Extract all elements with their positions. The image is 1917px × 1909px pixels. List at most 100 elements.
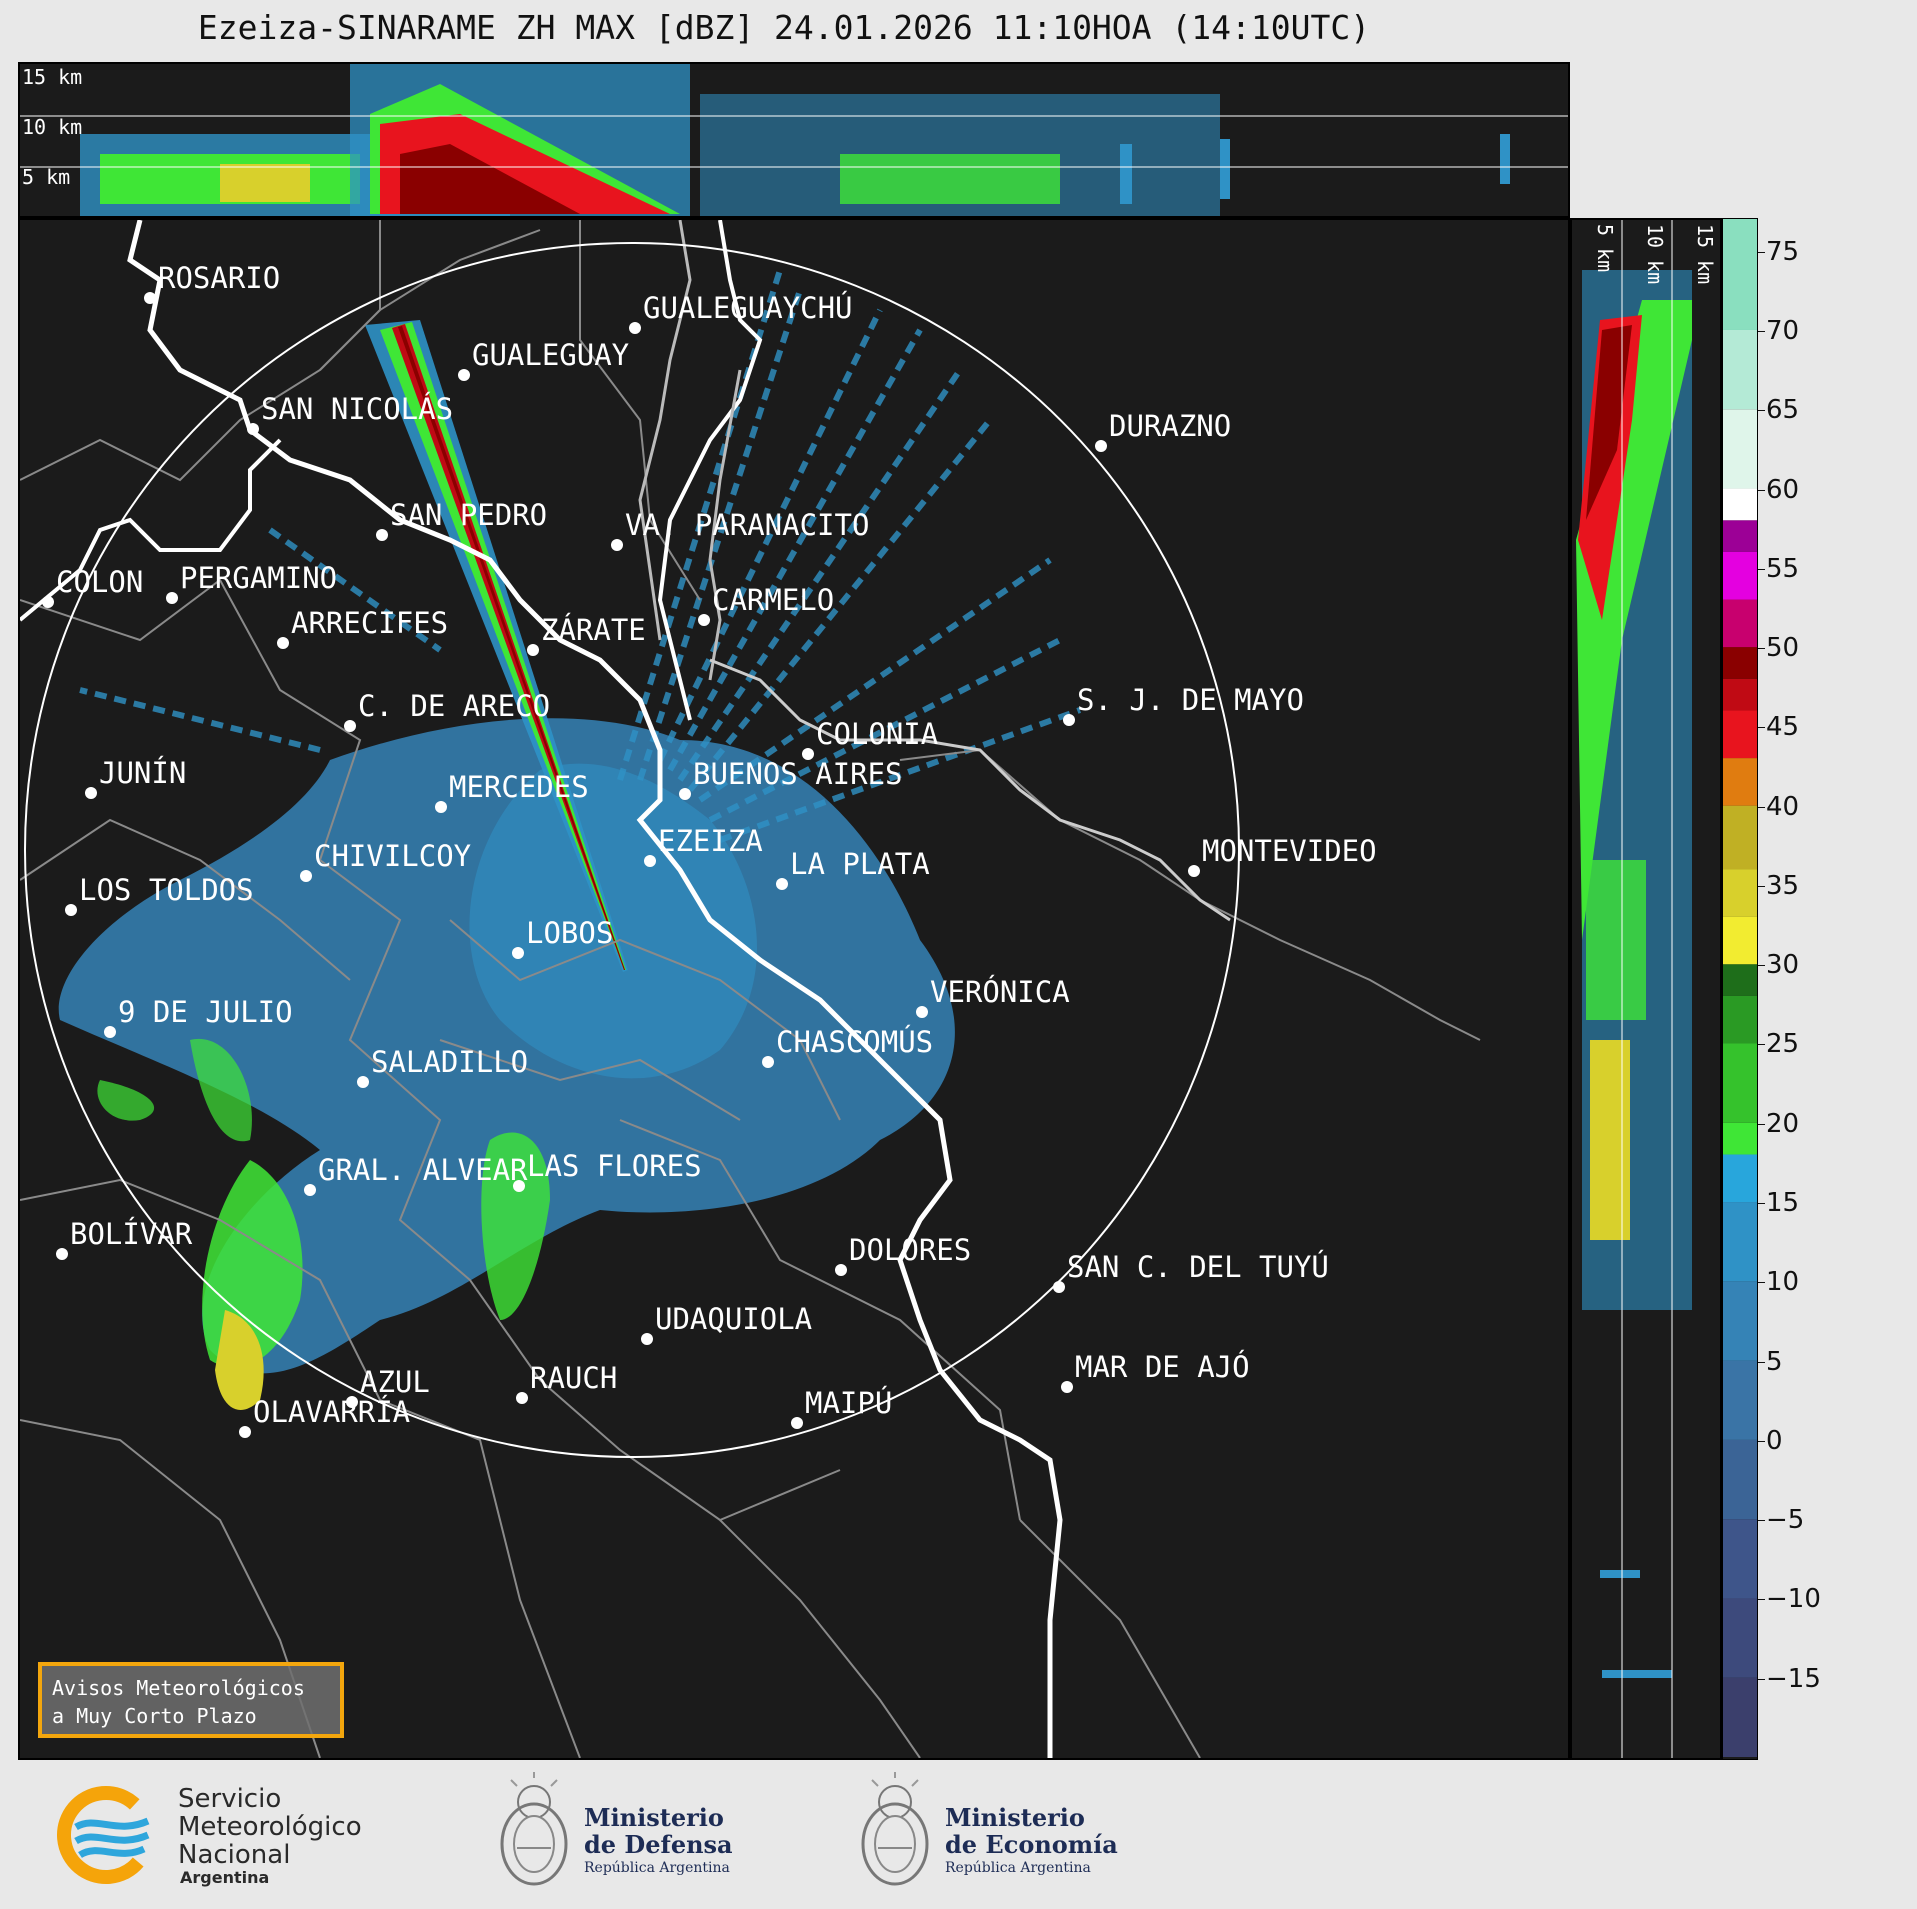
city-c-de-areco[interactable]: C. DE ARECO <box>344 689 550 732</box>
city-san-nicolas[interactable]: SAN NICOLÁS <box>247 392 453 435</box>
colorbar-tick-mark <box>1758 1440 1765 1442</box>
city-bolivar[interactable]: BOLÍVAR <box>56 1217 193 1260</box>
city-azul[interactable]: AZUL <box>346 1365 430 1408</box>
colorbar-tick-label: 0 <box>1766 1425 1783 1456</box>
city-veronica[interactable]: VERÓNICA <box>916 975 1070 1018</box>
smn-logo-icon <box>57 1786 155 1884</box>
colorbar-segment <box>1723 1281 1757 1361</box>
city-junin[interactable]: JUNÍN <box>85 756 186 799</box>
colorbar-tick-mark <box>1758 568 1765 570</box>
defensa-line2: de Defensa <box>584 1830 733 1859</box>
city-lobos[interactable]: LOBOS <box>512 916 613 959</box>
colorbar-tick-label: 30 <box>1766 950 1800 981</box>
colorbar-tick-label: 75 <box>1766 236 1800 267</box>
svg-text:LA PLATA: LA PLATA <box>790 847 930 881</box>
colorbar-segment <box>1723 219 1757 330</box>
side-echoes <box>1576 270 1692 1678</box>
city-gualeguaychu[interactable]: GUALEGUAYCHÚ <box>629 291 853 334</box>
city-zarate[interactable]: ZÁRATE <box>527 613 646 656</box>
city-mercedes[interactable]: MERCEDES <box>435 770 589 813</box>
city-san-c-del-tuyu[interactable]: SAN C. DEL TUYÚ <box>1053 1250 1329 1293</box>
side-height-label-15km: 15 km <box>1693 224 1717 284</box>
colorbar-tick-label: 60 <box>1766 474 1800 505</box>
city-ezeiza[interactable]: EZEIZA <box>644 824 763 867</box>
colorbar-segment <box>1723 520 1757 552</box>
city-rosario[interactable]: ROSARIO <box>144 261 280 304</box>
colorbar-tick-mark <box>1758 1123 1765 1125</box>
city-las-flores[interactable]: LAS FLORES <box>513 1149 702 1192</box>
svg-text:SAN C. DEL TUYÚ: SAN C. DEL TUYÚ <box>1067 1250 1329 1284</box>
city-colon[interactable]: COLON <box>42 565 143 608</box>
city-dolores[interactable]: DOLORES <box>835 1233 971 1276</box>
colorbar-tick-label: 35 <box>1766 870 1800 901</box>
city-gral-alvear[interactable]: GRAL. ALVEAR <box>304 1153 528 1196</box>
svg-text:GUALEGUAYCHÚ: GUALEGUAYCHÚ <box>643 291 853 325</box>
city-chascomus[interactable]: CHASCOMÚS <box>762 1025 933 1068</box>
colorbar-segment <box>1723 647 1757 679</box>
colorbar-tick-mark <box>1758 251 1765 253</box>
economia-line1: Ministerio <box>945 1803 1085 1832</box>
city-olavarria[interactable]: OLAVARRÍA <box>239 1395 410 1438</box>
map-svg: ROSARIO GUALEGUAYCHÚ GUALEGUAY SAN NICOL… <box>20 220 1481 1758</box>
city-saladillo[interactable]: SALADILLO <box>357 1045 528 1088</box>
svg-text:COLONIA: COLONIA <box>816 717 938 751</box>
defensa-line3: República Argentina <box>584 1860 730 1876</box>
city-gualeguay[interactable]: GUALEGUAY <box>458 338 629 381</box>
city-udaquiola[interactable]: UDAQUIOLA <box>641 1302 812 1345</box>
city-9-de-julio[interactable]: 9 DE JULIO <box>104 995 293 1038</box>
smn-logo-line3: Nacional <box>178 1840 291 1870</box>
city-durazno[interactable]: DURAZNO <box>1095 409 1231 452</box>
city-rauch[interactable]: RAUCH <box>516 1361 617 1404</box>
city-colonia[interactable]: COLONIA <box>802 717 938 760</box>
city-arrecifes[interactable]: ARRECIFES <box>277 606 448 649</box>
colorbar-segment <box>1723 1677 1757 1757</box>
city-buenos-aires[interactable]: BUENOS AIRES <box>679 757 903 800</box>
city-la-plata[interactable]: LA PLATA <box>776 847 930 890</box>
city-maipu[interactable]: MAIPÚ <box>791 1386 892 1429</box>
colorbar-segment <box>1723 1043 1757 1123</box>
city-s-j-de-mayo[interactable]: S. J. DE MAYO <box>1063 683 1304 726</box>
colorbar-segment <box>1723 409 1757 489</box>
colorbar-segment <box>1723 1439 1757 1520</box>
colorbar-segment <box>1723 869 1757 917</box>
side-height-label-5km: 5 km <box>1593 224 1617 272</box>
warning-line-2: a Muy Corto Plazo <box>52 1704 257 1728</box>
warning-line-1: Avisos Meteorológicos <box>52 1676 305 1700</box>
city-montevideo[interactable]: MONTEVIDEO <box>1188 834 1377 877</box>
colorbar-segment <box>1723 1598 1757 1678</box>
colorbar-tick-label: 50 <box>1766 633 1800 664</box>
svg-text:CHASCOMÚS: CHASCOMÚS <box>776 1025 933 1059</box>
city-san-pedro[interactable]: SAN PEDRO <box>376 498 547 541</box>
svg-text:SAN PEDRO: SAN PEDRO <box>390 498 547 532</box>
city-pergamino[interactable]: PERGAMINO <box>166 561 337 604</box>
city-carmelo[interactable]: CARMELO <box>698 583 834 626</box>
colorbar-tick-label: 25 <box>1766 1029 1800 1060</box>
colorbar-tick-mark <box>1758 330 1765 332</box>
city-los-toldos[interactable]: LOS TOLDOS <box>65 873 254 916</box>
reflectivity-echoes <box>58 718 955 1410</box>
colorbar <box>1722 218 1758 1760</box>
colorbar-tick-mark <box>1758 1282 1765 1284</box>
smn-logo-line4: Argentina <box>180 1868 270 1887</box>
svg-text:VA. PARANACITO: VA. PARANACITO <box>625 508 869 542</box>
svg-text:OLAVARRÍA: OLAVARRÍA <box>253 1395 410 1429</box>
svg-text:PERGAMINO: PERGAMINO <box>180 561 337 595</box>
warning-box[interactable]: Avisos Meteorológicos a Muy Corto Plazo <box>38 1662 344 1738</box>
side-height-profile: 5 km 10 km 15 km <box>1570 218 1722 1760</box>
svg-text:LOS TOLDOS: LOS TOLDOS <box>79 873 254 907</box>
colorbar-segment <box>1723 710 1757 759</box>
top-echoes <box>80 64 1510 216</box>
colorbar-tick-mark <box>1758 1520 1765 1522</box>
colorbar-segment <box>1723 995 1757 1044</box>
svg-text:CARMELO: CARMELO <box>712 583 834 617</box>
radar-map[interactable]: ROSARIO GUALEGUAYCHÚ GUALEGUAY SAN NICOL… <box>18 218 1570 1760</box>
city-chivilcoy[interactable]: CHIVILCOY <box>300 839 471 882</box>
city-mar-de-ajo[interactable]: MAR DE AJÓ <box>1061 1350 1250 1393</box>
page-title: Ezeiza-SINARAME ZH MAX [dBZ] 24.01.2026 … <box>197 8 1371 47</box>
svg-text:DURAZNO: DURAZNO <box>1109 409 1231 443</box>
defensa-line1: Ministerio <box>584 1803 724 1832</box>
svg-text:ARRECIFES: ARRECIFES <box>291 606 448 640</box>
city-va-paranacito[interactable]: VA. PARANACITO <box>611 508 869 551</box>
height-label-10km: 10 km <box>22 115 82 139</box>
colorbar-tick-mark <box>1758 489 1765 491</box>
